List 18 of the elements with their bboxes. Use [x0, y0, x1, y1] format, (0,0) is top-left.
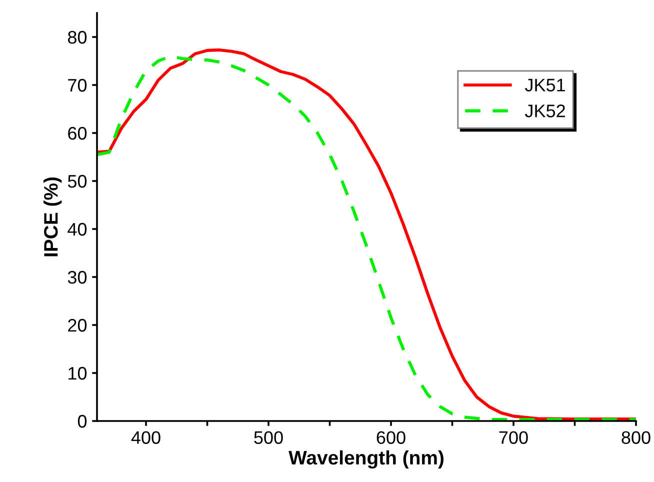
y-tick-label: 50: [68, 174, 87, 188]
legend-label: JK52: [524, 104, 565, 118]
x-tick-label: 500: [254, 431, 283, 444]
legend-label: JK51: [524, 78, 565, 92]
y-axis-title: IPCE (%): [44, 177, 62, 256]
x-axis-title: Wavelength (nm): [288, 450, 444, 469]
x-tick-label: 400: [131, 431, 160, 444]
x-tick-label: 700: [499, 431, 528, 444]
x-tick-label: 600: [376, 431, 406, 444]
x-tick-label: 800: [622, 431, 650, 444]
y-tick-label: 70: [68, 78, 87, 92]
y-tick-label: 60: [68, 126, 87, 140]
y-tick-label: 0: [78, 414, 87, 428]
y-tick-label: 40: [68, 222, 87, 236]
y-tick-label: 20: [68, 318, 87, 332]
y-tick-label: 80: [68, 30, 87, 44]
y-tick-label: 30: [68, 270, 87, 284]
y-tick-label: 10: [68, 366, 87, 380]
